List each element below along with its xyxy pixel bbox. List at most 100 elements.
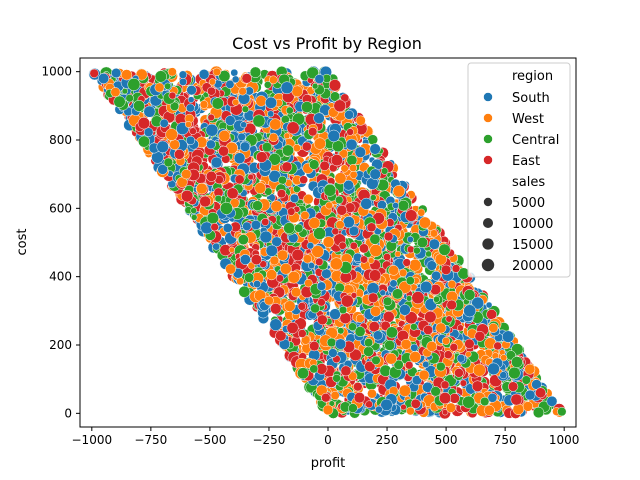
sample-point [322,404,334,416]
point-west [303,193,314,205]
point-east [299,175,309,185]
point-east [250,254,262,266]
point-east [464,338,475,349]
point-west [304,278,313,288]
point-central [238,285,251,298]
point-central [323,183,337,197]
point-south [210,156,223,169]
sample-point [463,304,477,318]
point-west [355,115,366,126]
point-west [340,164,349,173]
point-east [459,379,467,387]
point-central [410,323,418,331]
point-west [330,390,340,401]
point-central [214,194,223,203]
point-south [239,141,251,152]
point-west [408,258,422,272]
y-axis-ticks: 0 200 400 600 800 1000 [41,65,80,420]
legend-marker-west [483,113,493,123]
point-east [297,302,307,311]
legend-hue-items: South West Central East [483,91,559,169]
point-west [236,277,245,286]
x-tick-label: 750 [494,433,517,447]
point-east [189,127,197,135]
point-east [443,350,453,360]
y-tick-label: 600 [49,201,72,215]
point-central [335,195,344,205]
point-west [154,82,165,93]
point-east [317,314,328,326]
point-west [400,338,412,350]
point-west [300,210,310,220]
point-west [268,75,278,85]
point-south [253,280,261,288]
point-south [185,135,196,146]
x-axis-ticks: −1000 −750 −500 −250 0 250 500 750 1000 [72,427,579,447]
point-south [230,68,239,77]
point-west [472,363,486,377]
point-east [275,330,287,342]
point-west [442,336,451,345]
point-central [369,194,377,201]
point-west [225,263,237,275]
point-west [254,182,267,194]
legend-label-west: West [512,112,544,127]
legend-marker-south [483,92,493,102]
point-east [457,324,464,332]
chart-title: Cost vs Profit by Region [232,34,422,53]
point-central [331,140,344,153]
point-central [382,296,393,307]
point-south [399,304,411,316]
point-central [364,338,374,348]
point-south [372,330,383,341]
point-west [311,245,324,258]
point-west [277,249,289,261]
sample-point [199,195,211,208]
x-tick-label: 250 [376,433,399,447]
point-east [446,299,457,311]
point-west [465,351,472,358]
point-west [284,300,296,312]
point-central [211,97,224,110]
legend-size-label: 15000 [512,238,553,253]
point-east [321,392,331,403]
point-central [521,375,531,385]
point-central [397,199,410,212]
point-central [346,154,358,166]
point-central [237,234,249,246]
point-south [316,281,327,291]
point-south [389,279,398,288]
point-west [208,78,216,86]
point-central [384,339,396,351]
point-west [218,130,231,142]
point-east [339,312,352,325]
point-west [512,403,525,416]
point-south [456,354,466,363]
point-east [287,207,296,216]
x-tick-label: −500 [193,433,226,447]
point-south [360,197,373,210]
point-west [238,87,247,96]
point-central [218,70,231,83]
point-south [289,193,300,204]
point-east [346,128,354,136]
point-central [252,200,263,211]
point-central [381,167,389,175]
y-tick-label: 800 [49,133,72,147]
point-east [382,310,395,323]
point-east [261,218,270,226]
point-east [340,365,352,377]
point-east [349,348,362,362]
point-east [180,189,194,203]
point-east [336,204,348,216]
point-east [319,160,330,171]
point-central [436,361,446,372]
point-east [275,274,284,283]
point-central [354,326,366,337]
point-east [210,222,219,232]
legend-box [467,62,571,278]
point-west [418,216,431,229]
legend-marker-central [483,134,493,144]
point-west [196,182,208,195]
